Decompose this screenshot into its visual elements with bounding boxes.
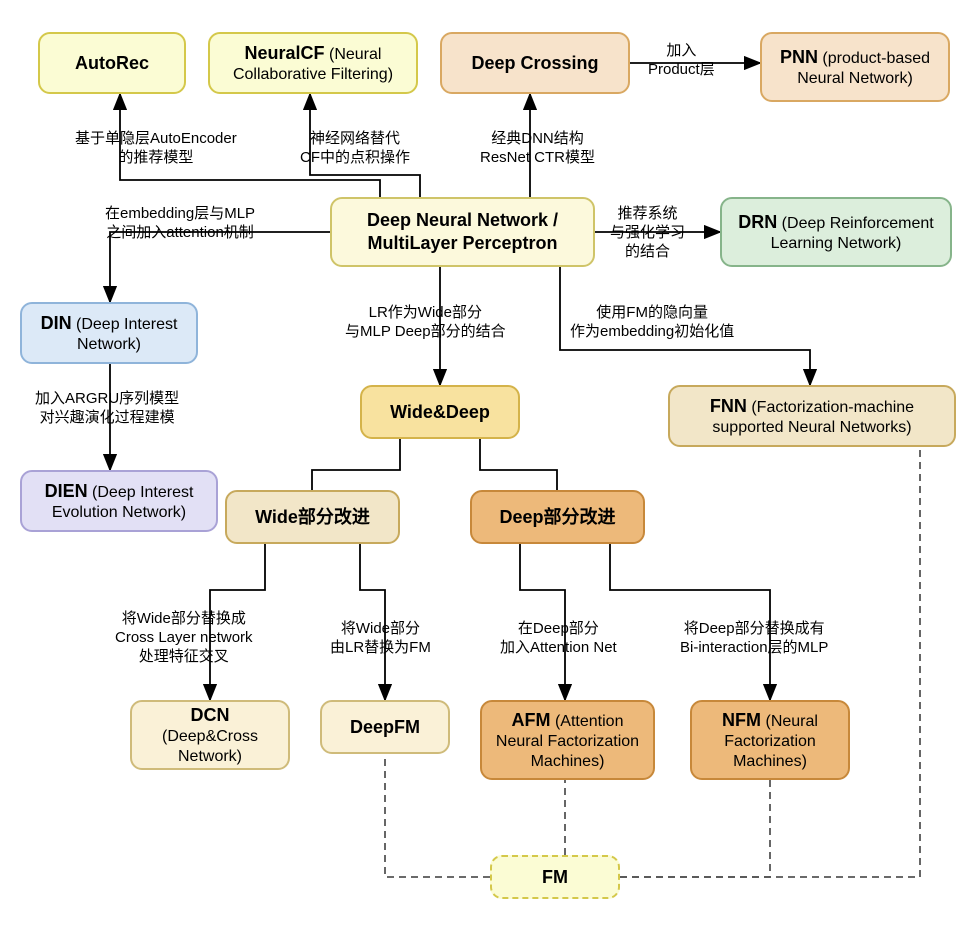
node-label-deepfm: DeepFM <box>350 716 420 739</box>
node-dnn: Deep Neural Network / MultiLayer Percept… <box>330 197 595 267</box>
node-label-neuralcf: NeuralCF (Neural Collaborative Filtering… <box>220 42 406 85</box>
node-label-wideimp: Wide部分改进 <box>255 506 370 529</box>
node-drn: DRN (Deep Reinforcement Learning Network… <box>720 197 952 267</box>
edge-label-l_nfm: 将Deep部分替换成有 Bi-interaction层的MLP <box>680 620 828 658</box>
node-autorec: AutoRec <box>38 32 186 94</box>
edge-label-l_dcn: 将Wide部分替换成 Cross Layer network 处理特征交叉 <box>115 610 253 666</box>
node-deepcrossing: Deep Crossing <box>440 32 630 94</box>
edge-label-l_din: 在embedding层与MLP 之间加入attention机制 <box>105 205 255 243</box>
node-label-dien: DIEN (Deep Interest Evolution Network) <box>32 480 206 523</box>
node-label-widedeep: Wide&Deep <box>390 401 490 424</box>
node-nfm: NFM (Neural Factorization Machines) <box>690 700 850 780</box>
node-label-deepimp: Deep部分改进 <box>499 506 615 529</box>
node-din: DIN (Deep Interest Network) <box>20 302 198 364</box>
node-label-deepcrossing: Deep Crossing <box>471 52 598 75</box>
node-label-nfm: NFM (Neural Factorization Machines) <box>702 709 838 772</box>
edge-label-l_drn: 推荐系统 与强化学习 的结合 <box>610 205 685 261</box>
edge <box>110 232 330 302</box>
node-neuralcf: NeuralCF (Neural Collaborative Filtering… <box>208 32 418 94</box>
edge-label-l_pnn: 加入 Product层 <box>648 42 715 80</box>
edge-label-l_autorec: 基于单隐层AutoEncoder 的推荐模型 <box>75 130 237 168</box>
node-fm: FM <box>490 855 620 899</box>
edge-label-l_dien: 加入ARGRU序列模型 对兴趣演化过程建模 <box>35 390 179 428</box>
edge-label-l_crossing: 经典DNN结构 ResNet CTR模型 <box>480 130 595 168</box>
node-deepfm: DeepFM <box>320 700 450 754</box>
node-pnn: PNN (product-based Neural Network) <box>760 32 950 102</box>
edge <box>385 754 490 877</box>
edge-label-l_widedeep: LR作为Wide部分 与MLP Deep部分的结合 <box>345 304 506 342</box>
node-label-fnn: FNN (Factorization-machine supported Neu… <box>680 395 944 438</box>
edge <box>480 439 557 490</box>
node-widedeep: Wide&Deep <box>360 385 520 439</box>
edge-label-l_neuralcf: 神经网络替代 CF中的点积操作 <box>300 130 410 168</box>
node-dien: DIEN (Deep Interest Evolution Network) <box>20 470 218 532</box>
edge <box>620 780 770 877</box>
node-fnn: FNN (Factorization-machine supported Neu… <box>668 385 956 447</box>
node-label-din: DIN (Deep Interest Network) <box>32 312 186 355</box>
edge <box>312 439 400 490</box>
node-wideimp: Wide部分改进 <box>225 490 400 544</box>
node-label-dnn: Deep Neural Network / MultiLayer Percept… <box>342 209 583 255</box>
node-dcn: DCN (Deep&Cross Network) <box>130 700 290 770</box>
edge-label-l_deepfm: 将Wide部分 由LR替换为FM <box>330 620 431 658</box>
edge-label-l_afm: 在Deep部分 加入Attention Net <box>500 620 617 658</box>
node-afm: AFM (Attention Neural Factorization Mach… <box>480 700 655 780</box>
node-label-pnn: PNN (product-based Neural Network) <box>772 46 938 89</box>
node-label-afm: AFM (Attention Neural Factorization Mach… <box>492 709 643 772</box>
node-label-drn: DRN (Deep Reinforcement Learning Network… <box>732 211 940 254</box>
node-label-fm: FM <box>542 866 568 889</box>
node-label-autorec: AutoRec <box>75 52 149 75</box>
edge-label-l_fnn: 使用FM的隐向量 作为embedding初始化值 <box>570 304 734 342</box>
node-deepimp: Deep部分改进 <box>470 490 645 544</box>
node-label-dcn: DCN (Deep&Cross Network) <box>142 704 278 767</box>
edge <box>620 447 920 877</box>
